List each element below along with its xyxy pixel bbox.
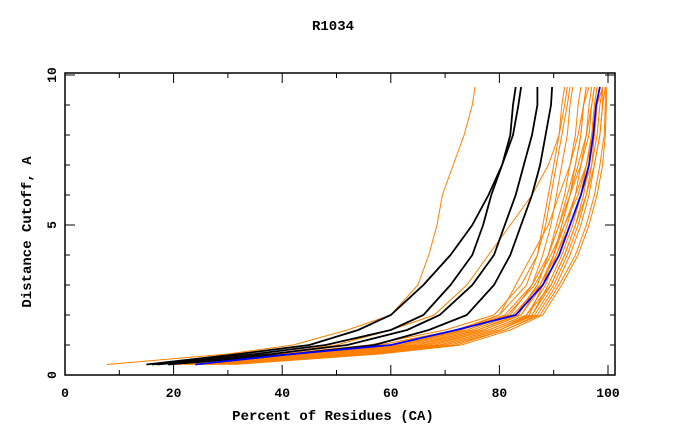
series-line-orange-outlier (106, 86, 476, 365)
series-line-orange-20 (206, 86, 604, 365)
x-tick-label: 40 (274, 386, 290, 401)
series-line-orange-19 (195, 86, 587, 365)
x-tick-label: 20 (166, 386, 182, 401)
series-line-orange-7 (216, 86, 604, 365)
x-tick-label: 100 (596, 386, 620, 401)
y-axis: 0 5 10 (45, 67, 615, 379)
x-tick-label: 80 (492, 386, 508, 401)
chart-title: R1034 (312, 19, 354, 35)
series-line-orange-4 (200, 86, 587, 365)
y-tick-label: 10 (45, 67, 60, 83)
y-tick-label: 0 (45, 371, 60, 379)
series-line-orange-10 (195, 86, 601, 365)
x-tick-label: 0 (61, 386, 69, 401)
series-line-black-2 (151, 86, 522, 366)
series-line-orange-16 (189, 86, 601, 365)
series-line-orange-3 (195, 86, 582, 365)
x-axis: 0 20 40 60 80 100 (61, 73, 620, 401)
series-line-black-4 (168, 86, 553, 366)
y-axis-label: Distance Cutoff, A (20, 156, 36, 308)
series-line-black-1 (146, 86, 517, 366)
x-tick-label: 60 (383, 386, 399, 401)
curves (106, 86, 607, 366)
series-line-orange-12 (222, 87, 606, 365)
series-line-orange-21 (173, 86, 568, 365)
y-tick-label: 5 (45, 221, 60, 229)
plot-frame (64, 72, 616, 376)
series-line-black-3 (157, 87, 539, 366)
series-line-orange-18 (233, 87, 607, 365)
series-line-blue-best (195, 86, 601, 366)
series-line-orange-14 (200, 86, 590, 365)
series-line-orange-17 (216, 86, 595, 365)
x-axis-label: Percent of Residues (CA) (232, 409, 434, 425)
